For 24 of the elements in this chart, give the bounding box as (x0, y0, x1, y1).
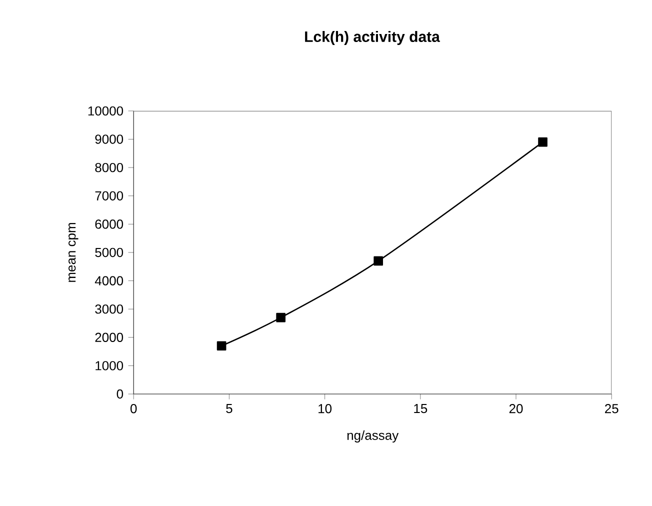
x-tick-label: 15 (414, 404, 428, 414)
y-tick-label: 9000 (95, 134, 124, 144)
y-tick-label: 8000 (95, 162, 124, 172)
y-tick-label: 2000 (95, 332, 124, 342)
y-tick-label: 7000 (95, 191, 124, 200)
y-tick-label: 10000 (88, 106, 124, 116)
y-tick-label: 0 (116, 389, 124, 399)
x-tick-label: 5 (226, 404, 232, 414)
y-axis-title: mean cpm (68, 222, 78, 282)
y-tick-label: 3000 (95, 304, 124, 314)
y-tick-label: 1000 (96, 361, 124, 370)
x-tick-label: 25 (605, 404, 618, 414)
point (276, 312, 286, 322)
x-tick-label: 10 (318, 404, 332, 414)
y-tick-label: 4000 (94, 276, 124, 286)
point (216, 341, 226, 351)
x-axis-title: ng/assay (347, 430, 399, 443)
y-tick-label: 6000 (95, 220, 124, 229)
x-tick-label: 20 (509, 404, 523, 414)
y-tick-label: 5000 (95, 248, 124, 258)
point (538, 137, 548, 147)
chart-title: Lck(h) activity data (305, 30, 440, 45)
point (374, 256, 384, 266)
x-tick-label: 0 (130, 404, 137, 414)
